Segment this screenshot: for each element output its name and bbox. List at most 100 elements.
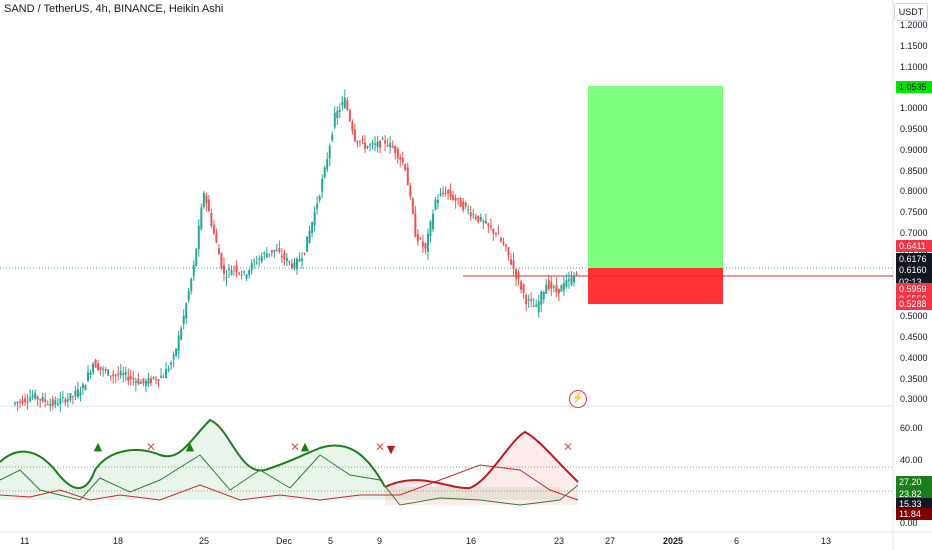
osc-red-line [0, 464, 579, 501]
candle-body [134, 381, 137, 383]
candle-body [230, 270, 233, 275]
candle-body [238, 272, 241, 274]
candle-body [517, 271, 520, 279]
candle-body [268, 253, 271, 255]
candle-body [384, 140, 387, 144]
candle-body [552, 286, 555, 288]
candle-body [21, 399, 24, 404]
candle-body [527, 299, 530, 301]
candle-body [328, 145, 331, 159]
candle-body [76, 389, 79, 397]
time-axis-label: 2025 [663, 536, 684, 546]
candle-body [363, 142, 366, 149]
candle-body [429, 221, 432, 237]
buy-signal-icon: ▲ [186, 440, 195, 453]
candle-body [192, 264, 195, 277]
candle-body [469, 212, 472, 217]
candle-body [165, 368, 168, 379]
candle-body [572, 276, 575, 283]
candle-body [228, 268, 231, 271]
candle-body [434, 199, 437, 210]
candle-body [416, 234, 419, 241]
price-axis-label: 0.3500 [900, 373, 928, 384]
candle-body [46, 404, 49, 406]
candle-body [311, 222, 314, 234]
candle-body [285, 257, 288, 262]
candle-body [195, 248, 198, 266]
candle-body [245, 274, 248, 279]
candle-body [331, 134, 334, 141]
buy-signal-icon: ▲ [301, 440, 310, 453]
candle-body [457, 198, 460, 200]
candle-body [94, 360, 97, 368]
candle-body [243, 271, 246, 273]
candle-body [139, 382, 142, 384]
candle-body [89, 372, 92, 376]
candle-body [36, 396, 39, 400]
candle-body [41, 396, 44, 402]
candle-body [472, 214, 475, 216]
candle-body [24, 398, 27, 402]
candle-body [401, 157, 404, 163]
candle-body [411, 198, 414, 214]
time-axis-label: 23 [554, 536, 565, 546]
candle-body [492, 228, 495, 234]
candle-body [570, 277, 573, 285]
candle-body [512, 260, 515, 269]
candle-body [210, 212, 213, 226]
candle-body [124, 371, 127, 375]
candle-body [49, 403, 52, 406]
candle-body [265, 253, 268, 258]
candle-body [182, 315, 185, 324]
price-axis-label: 0.7500 [900, 207, 928, 218]
currency-button[interactable]: USDT [894, 3, 928, 21]
candle-body [258, 258, 261, 260]
sell-signal-icon: ▼ [387, 443, 396, 456]
candle-body [84, 385, 87, 391]
candle-body [119, 371, 122, 376]
cross-signal-icon: ✕ [563, 440, 573, 454]
candle-body [439, 193, 442, 196]
candle-body [353, 129, 356, 141]
candle-body [255, 262, 258, 264]
price-axis-label: 0.8000 [900, 186, 928, 197]
candle-body [525, 295, 528, 305]
loss-zone[interactable] [588, 268, 723, 304]
candle-body [341, 102, 344, 106]
candle-body [129, 375, 132, 380]
lightning-icon[interactable]: ⚡ [569, 390, 587, 408]
candle-body [44, 399, 47, 402]
time-axis-label: Dec [276, 536, 293, 546]
candle-body [399, 157, 402, 160]
price-axis-label: 0.9000 [900, 144, 928, 155]
candle-body [215, 232, 218, 243]
candle-body [170, 362, 173, 365]
target-price-tag: 1.0535 [896, 81, 932, 93]
candle-body [565, 280, 568, 287]
chart-title[interactable]: SAND / TetherUS, 4h, BINANCE, Heikin Ash… [4, 3, 224, 15]
profit-zone[interactable] [588, 86, 723, 268]
candle-body [152, 376, 155, 379]
countdown-timer: 02:13 [899, 277, 922, 287]
candle-body [217, 247, 220, 255]
osc-main-line-red [384, 430, 579, 490]
candle-body [462, 201, 465, 211]
osc-axis-label: 40.00 [900, 455, 923, 465]
candle-body [296, 258, 298, 269]
price-axis-label: 1.2000 [900, 20, 928, 30]
candle-body [333, 112, 336, 128]
price-axis-label: 1.1500 [900, 40, 928, 51]
candle-body [61, 396, 64, 398]
candle-body [34, 392, 37, 399]
candle-body [187, 290, 190, 301]
candle-body [497, 233, 500, 235]
osc-secondary-line [0, 454, 579, 506]
candle-body [484, 221, 487, 224]
candle-body [313, 211, 316, 226]
candle-body [222, 265, 225, 274]
candle-body [112, 374, 115, 377]
buy-signal-icon: ▲ [94, 440, 103, 453]
time-axis-label: 25 [199, 536, 210, 546]
